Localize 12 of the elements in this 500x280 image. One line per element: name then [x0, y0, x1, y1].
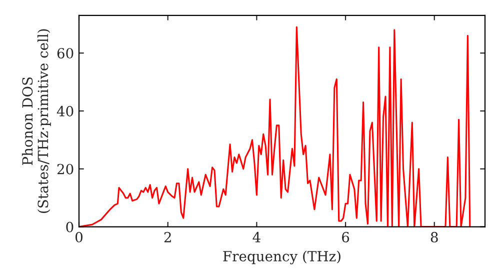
x-tick-label: 4	[252, 232, 260, 242]
line-series	[79, 26, 471, 227]
y-axis-title: Phonon DOS (States/THz·primitive cell)	[22, 29, 51, 213]
x-tick-label: 6	[342, 232, 350, 242]
y-tick-label: 40	[56, 106, 74, 116]
x-axis-title: Frequency (THz)	[223, 250, 340, 264]
x-tick-label: 0	[75, 232, 82, 242]
y-tick-label: 60	[57, 48, 74, 59]
y-tick-label: 20	[57, 164, 74, 174]
y-tick-label: 0	[66, 222, 74, 232]
x-tick-label: 2	[164, 232, 171, 242]
x-tick-label: 8	[430, 232, 438, 242]
